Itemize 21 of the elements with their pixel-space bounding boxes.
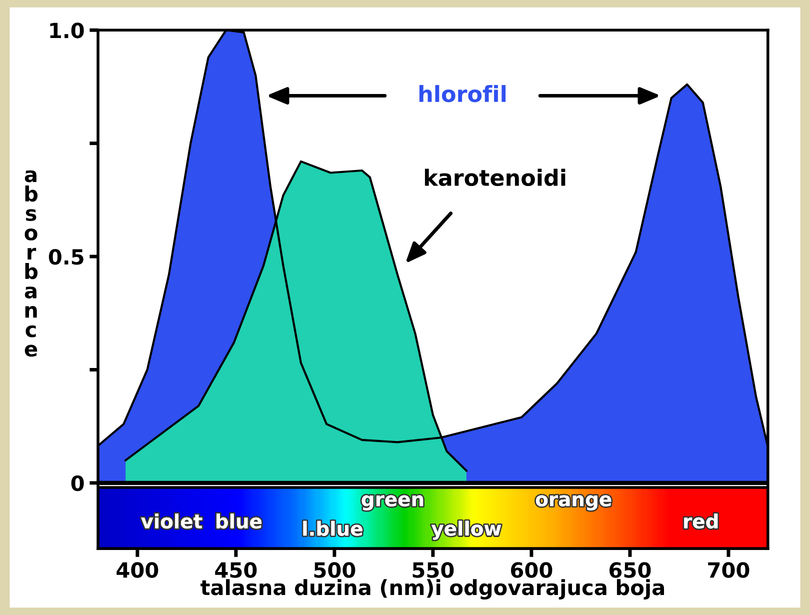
annotation: l.blue: [303, 520, 362, 536]
annotation: blue: [216, 514, 262, 529]
x-tick-label: 550: [412, 562, 454, 578]
y-tick-label: 0: [71, 475, 84, 492]
x-tick-label: 700: [708, 562, 750, 578]
x-tick-label: 450: [215, 562, 257, 578]
annotation: green: [362, 495, 424, 510]
x-tick-label: 650: [610, 562, 651, 578]
text: hlorofil: [419, 85, 506, 102]
x-tick-label: 400: [116, 562, 158, 578]
text: absorbance: [24, 170, 38, 357]
x-tick-label: 600: [511, 562, 552, 578]
text: karotenoidi: [424, 168, 566, 186]
y-tick-label: 0.5: [48, 248, 84, 265]
x-axis-title: talasna duzina (nm)i odgovarajuca boja: [200, 579, 664, 600]
annotation: orange: [536, 495, 612, 510]
annotation: yellow: [431, 520, 502, 540]
annotation: violet: [141, 514, 202, 529]
annotation: red: [684, 514, 718, 529]
x-tick-label: 500: [314, 562, 356, 578]
y-tick-label: 1.0: [50, 22, 84, 38]
